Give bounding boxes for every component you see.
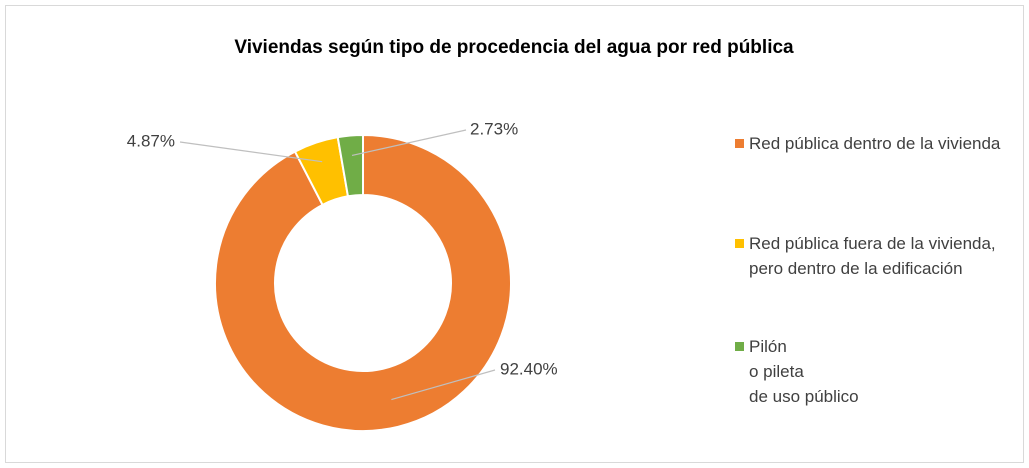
leader-line bbox=[391, 369, 496, 401]
legend-item: Pilón o pileta de uso público bbox=[735, 334, 1005, 409]
legend-swatch bbox=[735, 139, 744, 148]
legend-label: Pilón o pileta de uso público bbox=[749, 337, 859, 406]
data-label: 4.87% bbox=[127, 131, 175, 150]
donut-slice bbox=[214, 133, 512, 432]
legend-label: Red pública fuera de la vivienda, pero d… bbox=[749, 234, 996, 278]
chart-title: Viviendas según tipo de procedencia del … bbox=[234, 37, 794, 58]
donut-slice bbox=[336, 133, 364, 198]
leader-line bbox=[179, 141, 323, 163]
legend-swatch bbox=[735, 342, 744, 351]
legend-swatch bbox=[735, 239, 744, 248]
legend-label: Red pública dentro de la vivienda bbox=[749, 134, 1001, 153]
legend-item: Red pública dentro de la vivienda bbox=[735, 131, 1005, 156]
leader-line bbox=[351, 129, 467, 157]
legend-item: Red pública fuera de la vivienda, pero d… bbox=[735, 231, 1005, 281]
data-label: 2.73% bbox=[470, 119, 518, 138]
chart-border bbox=[5, 5, 1024, 463]
data-label: 92.40% bbox=[500, 359, 558, 378]
